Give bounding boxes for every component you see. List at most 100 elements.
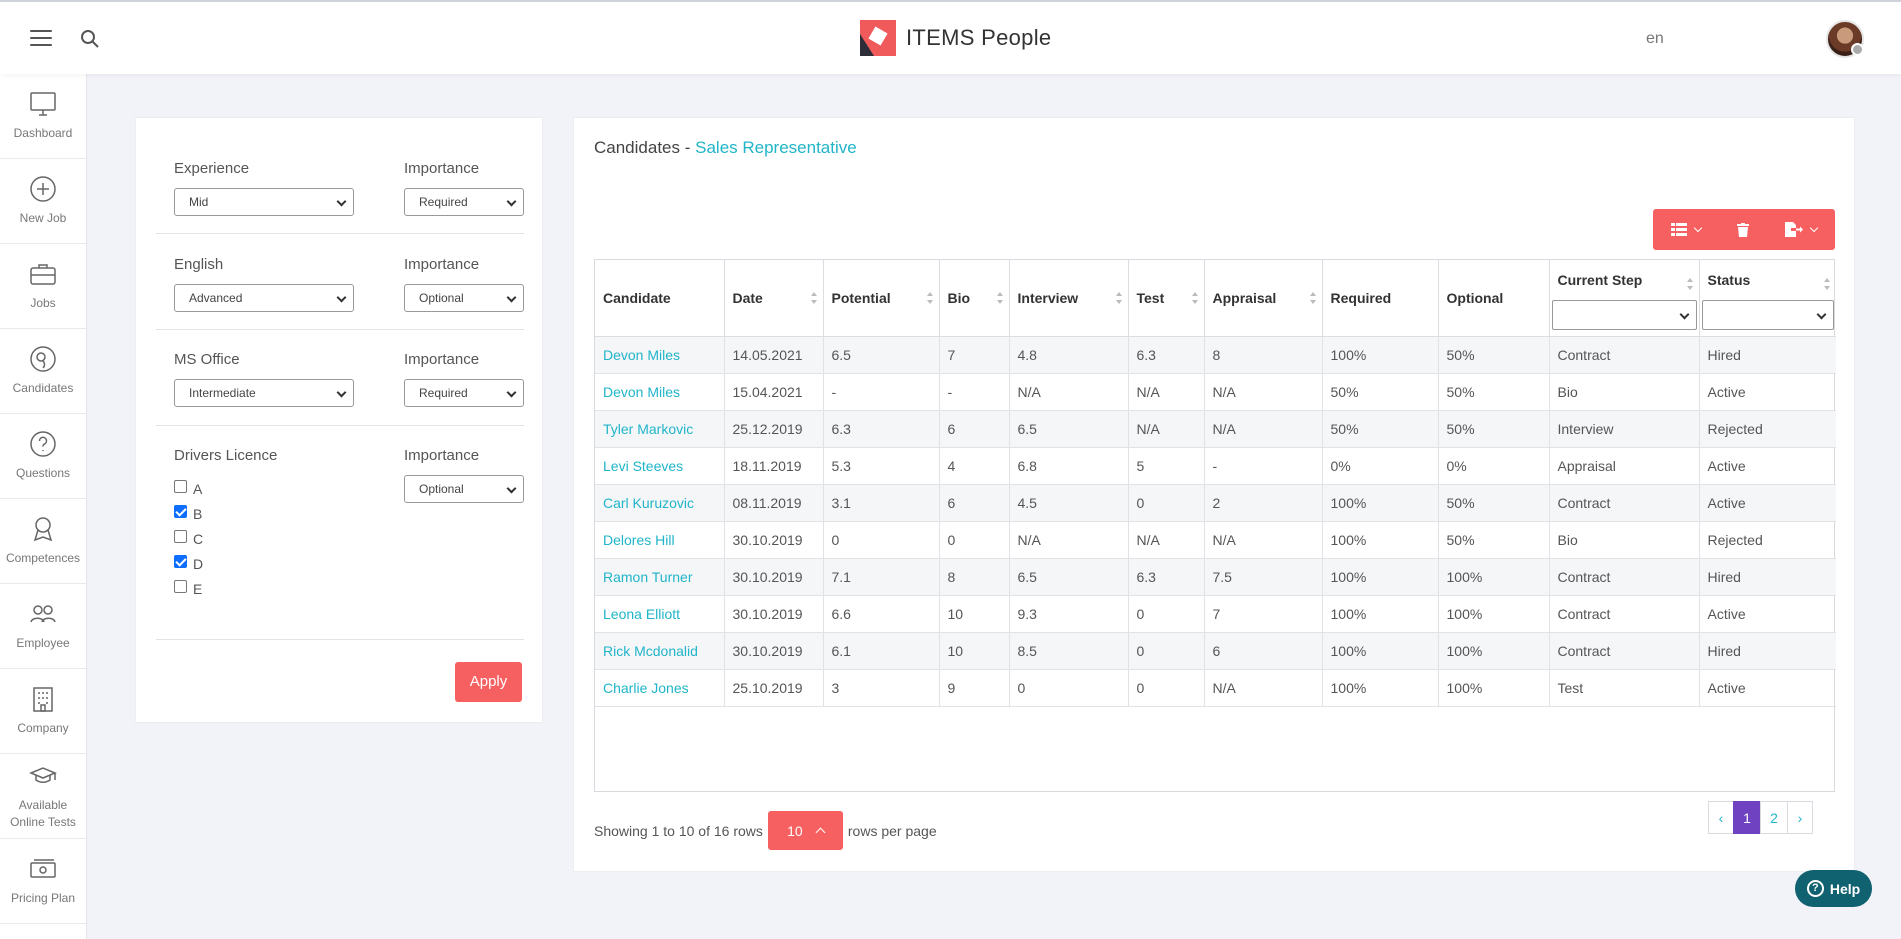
column-header[interactable]: Candidate bbox=[595, 260, 725, 337]
table-row[interactable]: Charlie Jones 25.10.2019 3 9 0 0 N/A 100% 100% Te… bbox=[595, 669, 1836, 707]
filter-drivers-licence: Drivers Licence Importance Optional bbox=[156, 426, 524, 640]
table-cell: 3.1 bbox=[823, 484, 940, 522]
apply-button[interactable]: Apply bbox=[455, 662, 522, 702]
sort-icon[interactable] bbox=[1309, 291, 1316, 304]
table-row[interactable]: Levi Steeves 18.11.2019 5.3 4 6.8 5-0% 0% Appra… bbox=[595, 447, 1836, 485]
table-row[interactable]: Carl Kuruzovic 08.11.2019 3.1 6 4.5 0 2 100% 50%… bbox=[595, 484, 1836, 522]
ms-office-select[interactable]: Intermediate bbox=[174, 379, 354, 407]
candidate-name-link[interactable]: Levi Steeves bbox=[595, 447, 725, 485]
column-header[interactable]: Interview bbox=[1009, 260, 1129, 337]
sort-icon[interactable] bbox=[1191, 291, 1198, 304]
sort-icon[interactable] bbox=[1115, 291, 1122, 304]
page-next-button[interactable]: › bbox=[1787, 801, 1813, 834]
candidate-name-link[interactable]: Delores Hill bbox=[595, 521, 725, 559]
sort-icon[interactable] bbox=[1824, 278, 1830, 290]
checkbox[interactable] bbox=[174, 479, 187, 493]
menu-icon[interactable] bbox=[30, 30, 52, 46]
checkbox[interactable] bbox=[174, 579, 187, 593]
sidebar-item-questions[interactable]: Questions bbox=[0, 414, 86, 499]
candidate-name-link[interactable]: Tyler Markovic bbox=[595, 410, 725, 448]
plus-circle-icon bbox=[30, 176, 56, 203]
licence-checkbox-b[interactable]: B bbox=[174, 504, 202, 522]
candidate-name-link[interactable]: Rick Mcdonalid bbox=[595, 632, 725, 670]
licence-checkbox-e[interactable]: E bbox=[174, 579, 202, 597]
candidate-name-link[interactable]: Leona Elliott bbox=[595, 595, 725, 633]
column-header[interactable]: Bio bbox=[939, 260, 1010, 337]
job-title-link[interactable]: Sales Representative bbox=[695, 138, 857, 157]
sidebar-item-company[interactable]: Company bbox=[0, 669, 86, 754]
avatar[interactable] bbox=[1826, 20, 1864, 58]
column-header[interactable]: Potential bbox=[823, 260, 940, 337]
english-select[interactable]: Advanced bbox=[174, 284, 354, 312]
sort-icon[interactable] bbox=[1686, 278, 1693, 290]
help-button[interactable]: ? Help bbox=[1795, 870, 1872, 907]
candidate-name-link[interactable]: Devon Miles bbox=[595, 373, 725, 411]
english-importance-select[interactable]: Optional bbox=[404, 284, 524, 312]
candidate-name-link[interactable]: Ramon Turner bbox=[595, 558, 725, 596]
table-row[interactable]: Devon Miles 14.05.2021 6.5 7 4.8 6.3 8 100% 50% C… bbox=[595, 336, 1836, 374]
sort-icon[interactable] bbox=[810, 291, 817, 304]
page-prev-button[interactable]: ‹ bbox=[1708, 801, 1734, 834]
page-button-2[interactable]: 2 bbox=[1760, 801, 1788, 834]
checkbox[interactable] bbox=[174, 529, 187, 543]
sort-icon[interactable] bbox=[996, 291, 1003, 304]
drivers-licence-importance-value: Optional bbox=[419, 482, 464, 496]
rows-per-page-button[interactable]: 10 bbox=[767, 811, 843, 850]
sidebar-item-new-job[interactable]: New Job bbox=[0, 159, 86, 244]
sidebar-item-online-tests[interactable]: Available Online Tests bbox=[0, 754, 86, 839]
sort-icon[interactable] bbox=[926, 291, 933, 304]
table-cell: 4 bbox=[939, 447, 1010, 485]
candidate-name-link[interactable]: Charlie Jones bbox=[595, 669, 725, 707]
table-cell: 0 bbox=[1128, 669, 1205, 707]
table-cell: 15.04.2021 bbox=[724, 373, 824, 411]
brand[interactable]: ITEMS People bbox=[860, 20, 1051, 56]
column-header[interactable]: Status bbox=[1699, 260, 1836, 337]
sidebar-item-jobs[interactable]: Jobs bbox=[0, 244, 86, 329]
checkbox[interactable] bbox=[174, 554, 187, 568]
sidebar-item-dashboard[interactable]: Dashboard bbox=[0, 74, 86, 159]
export-button[interactable] bbox=[1767, 209, 1835, 250]
experience-label: Experience bbox=[174, 160, 250, 177]
pagination: ‹ 1 2 › bbox=[1708, 801, 1813, 834]
column-header-label: Appraisal bbox=[1212, 289, 1277, 306]
experience-select[interactable]: Mid bbox=[174, 188, 354, 216]
table-row[interactable]: Leona Elliott 30.10.2019 6.6 10 9.3 0 7 100% 100… bbox=[595, 595, 1836, 633]
licence-checkbox-d[interactable]: D bbox=[174, 554, 203, 572]
delete-button[interactable] bbox=[1719, 209, 1767, 250]
table-cell: - bbox=[823, 373, 940, 411]
licence-checkbox-c[interactable]: C bbox=[174, 529, 203, 547]
table-row[interactable]: Delores Hill 30.10.2019 0 0 N/A N/A N/A 100% 50%… bbox=[595, 521, 1836, 559]
table-row[interactable]: Ramon Turner 30.10.2019 7.1 8 6.5 6.3 7.5 100% 1… bbox=[595, 558, 1836, 596]
column-header[interactable]: Appraisal bbox=[1204, 260, 1323, 337]
status-filter-select[interactable] bbox=[1701, 300, 1834, 330]
question-icon: ? bbox=[1806, 880, 1824, 897]
sidebar-item-employee[interactable]: Employee bbox=[0, 584, 86, 669]
table-row[interactable]: Rick Mcdonalid 30.10.2019 6.1 10 8.5 0 6 100% 10… bbox=[595, 632, 1836, 670]
page-button-1[interactable]: 1 bbox=[1733, 801, 1761, 834]
chevron-down-icon bbox=[1816, 309, 1827, 320]
language-selector[interactable]: en bbox=[1646, 30, 1664, 47]
candidate-name-link[interactable]: Carl Kuruzovic bbox=[595, 484, 725, 522]
experience-importance-select[interactable]: Required bbox=[404, 188, 524, 216]
ms-office-importance-select[interactable]: Required bbox=[404, 379, 524, 407]
table-row[interactable]: Tyler Markovic 25.12.2019 6.3 6 6.5 N/A N/A 50%… bbox=[595, 410, 1836, 448]
checkbox[interactable] bbox=[174, 504, 187, 518]
filter-english: English Importance Advanced Optional bbox=[156, 234, 524, 330]
column-header[interactable]: Date bbox=[724, 260, 824, 337]
column-header-label: Optional bbox=[1446, 289, 1504, 306]
drivers-licence-importance-select[interactable]: Optional bbox=[404, 475, 524, 503]
search-icon[interactable] bbox=[80, 29, 100, 49]
column-header[interactable]: Optional bbox=[1438, 260, 1550, 337]
table-cell: 6.8 bbox=[1009, 447, 1129, 485]
column-header[interactable]: Test bbox=[1128, 260, 1205, 337]
licence-checkbox-a[interactable]: A bbox=[174, 479, 202, 497]
column-header[interactable]: Required bbox=[1322, 260, 1439, 337]
table-row[interactable]: Devon Miles 15.04.2021- - N/A N/A N/A 50% 50% Bi… bbox=[595, 373, 1836, 411]
sidebar-item-candidates[interactable]: Candidates bbox=[0, 329, 86, 414]
column-header[interactable]: Current Step bbox=[1549, 260, 1700, 337]
candidate-name-link[interactable]: Devon Miles bbox=[595, 336, 725, 374]
columns-toggle-button[interactable] bbox=[1653, 209, 1719, 250]
sidebar-item-competences[interactable]: Competences bbox=[0, 499, 86, 584]
current-step-filter-select[interactable] bbox=[1551, 300, 1697, 330]
sidebar-item-pricing-plan[interactable]: Pricing Plan bbox=[0, 839, 86, 924]
